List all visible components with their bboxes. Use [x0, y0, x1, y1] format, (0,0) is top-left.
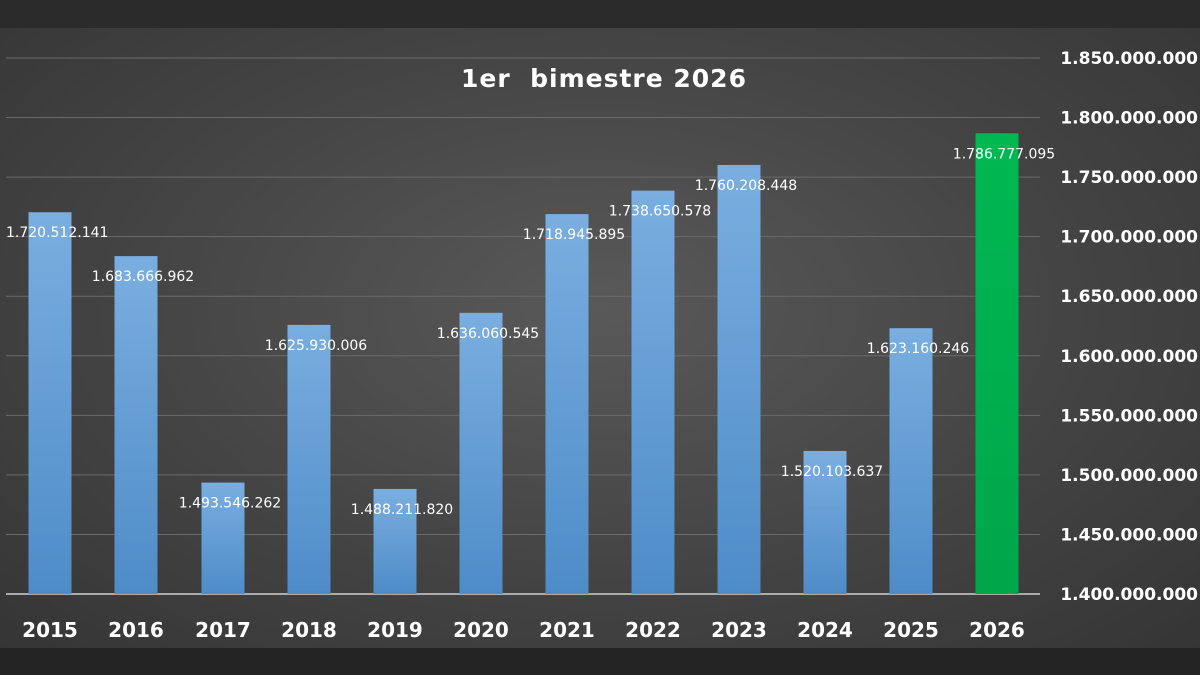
data-label-2020: 1.636.060.545 — [437, 326, 539, 342]
x-tick-label: 2025 — [883, 618, 939, 642]
data-label-2021: 1.718.945.895 — [523, 227, 625, 243]
x-tick-label: 2020 — [453, 618, 509, 642]
y-tick-label: 1.800.000.000 — [1060, 109, 1198, 129]
data-label-2022: 1.738.650.578 — [609, 204, 711, 220]
data-label-2015: 1.720.512.141 — [6, 225, 108, 241]
x-tick-label: 2017 — [195, 618, 251, 642]
data-label-2026: 1.786.777.095 — [953, 146, 1055, 162]
y-tick-label: 1.650.000.000 — [1060, 287, 1198, 307]
x-tick-label: 2021 — [539, 618, 595, 642]
bar-2018 — [287, 324, 331, 594]
x-tick-label: 2016 — [108, 618, 164, 642]
y-axis-ticks: 1.400.000.000 1.450.000.000 1.500.000.000 1… — [1060, 49, 1198, 605]
bar-2020 — [459, 312, 503, 594]
data-label-2025: 1.623.160.246 — [867, 341, 970, 357]
data-label-2023: 1.760.208.448 — [695, 178, 797, 194]
y-tick-label: 1.600.000.000 — [1060, 347, 1198, 367]
bar-2025 — [889, 328, 933, 594]
x-tick-label: 2024 — [797, 618, 853, 642]
data-label-2018: 1.625.930.006 — [265, 338, 368, 354]
x-axis-ticks: 2015 2016 2017 2018 2019 2020 2021 2022 2023 2024… — [22, 618, 1025, 642]
y-tick-label: 1.700.000.000 — [1060, 228, 1198, 248]
bar-2016 — [114, 256, 158, 594]
bars — [28, 133, 1019, 595]
x-tick-label: 2018 — [281, 618, 337, 642]
y-tick-label: 1.750.000.000 — [1060, 168, 1198, 188]
bar-2022 — [631, 190, 675, 595]
x-tick-label: 2019 — [367, 618, 423, 642]
y-tick-label: 1.400.000.000 — [1060, 585, 1198, 605]
y-tick-label: 1.550.000.000 — [1060, 406, 1198, 426]
gridlines — [6, 57, 1040, 595]
chart-title: 1er bimestre 2026 — [461, 64, 747, 93]
bottom-band — [0, 648, 1200, 675]
x-tick-label: 2026 — [969, 618, 1025, 642]
bar-2023 — [717, 164, 761, 594]
bar-2015 — [28, 212, 72, 594]
data-label-2016: 1.683.666.962 — [92, 269, 194, 285]
bar-2026 — [975, 133, 1019, 594]
y-tick-label: 1.850.000.000 — [1060, 49, 1198, 69]
x-tick-label: 2023 — [711, 618, 767, 642]
x-tick-label: 2022 — [625, 618, 681, 642]
data-labels: 1.720.512.141 1.683.666.962 1.493.546.262 1… — [6, 146, 1055, 518]
bar-2024 — [803, 450, 847, 594]
x-tick-label: 2015 — [22, 618, 78, 642]
data-label-2019: 1.488.211.820 — [351, 502, 453, 518]
y-tick-label: 1.500.000.000 — [1060, 466, 1198, 486]
bar-2021 — [545, 214, 589, 594]
bar-2017 — [201, 482, 245, 594]
bar-2019 — [373, 488, 417, 594]
y-tick-label: 1.450.000.000 — [1060, 525, 1198, 545]
data-label-2024: 1.520.103.637 — [781, 464, 883, 480]
data-label-2017: 1.493.546.262 — [179, 496, 281, 512]
